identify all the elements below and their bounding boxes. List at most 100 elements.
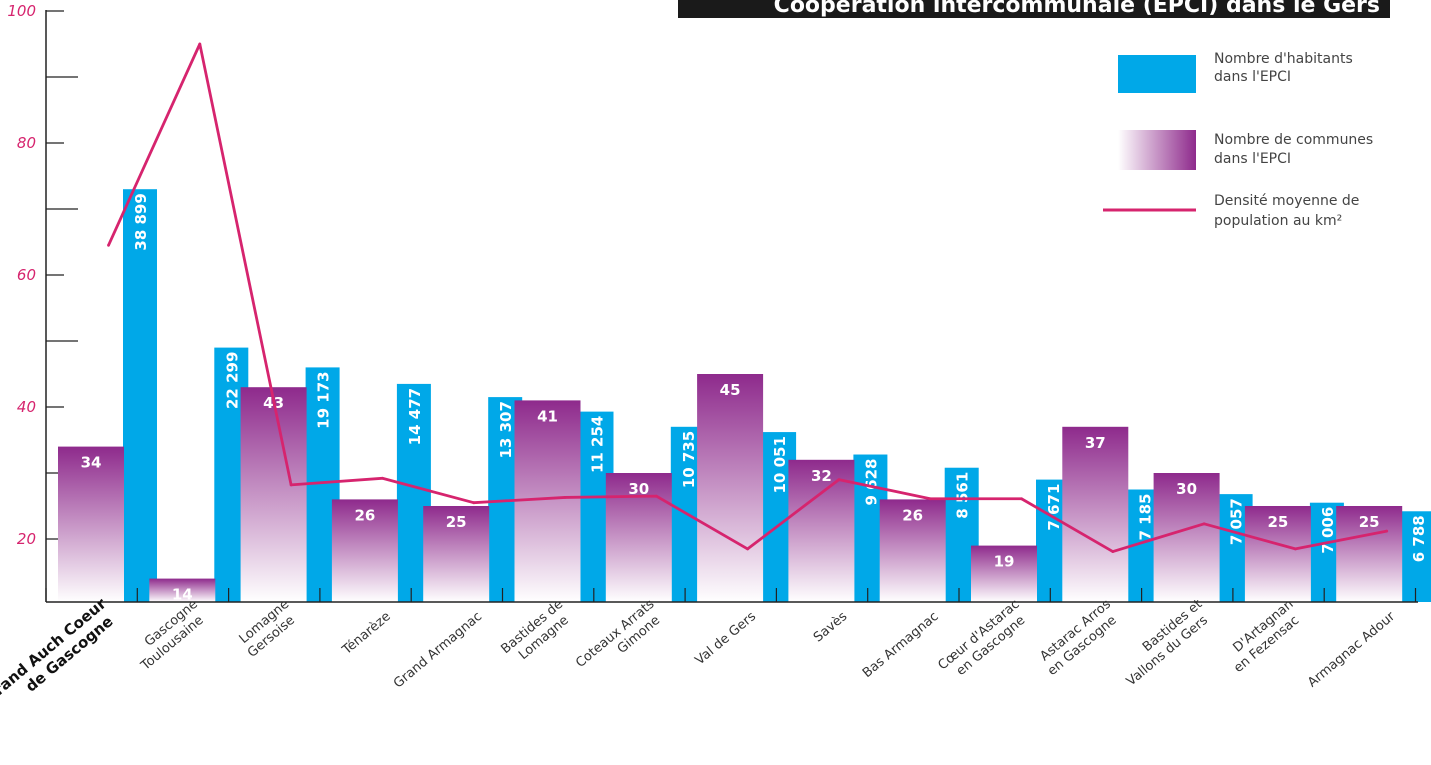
category-label: Ténarèze: [339, 609, 394, 658]
density-point: [1020, 497, 1023, 501]
y-tick-label: 80: [17, 134, 36, 152]
legend-label: Nombre d'habitants: [1214, 51, 1353, 67]
legend-label: dans l'EPCI: [1214, 151, 1291, 167]
y-tick-label: 60: [17, 266, 36, 284]
habitants-value-label: 9 628: [862, 459, 880, 506]
communes-value-label: 37: [1085, 434, 1106, 452]
y-tick-label: 40: [17, 398, 36, 416]
habitants-value-label: 6 788: [1410, 515, 1428, 562]
x-axis: [45, 588, 1418, 603]
density-point: [837, 478, 841, 481]
density-point: [472, 501, 476, 505]
category-label-line: Val de Gers: [692, 609, 759, 668]
bar-communes: [149, 578, 216, 602]
bar-communes: [971, 545, 1037, 602]
habitants-value-label: 10 735: [680, 431, 698, 488]
chart-title: Coopération intercommunale (EPCI) dans l…: [678, 0, 1390, 18]
category-label: Savès: [811, 609, 850, 646]
category-label: Val de Gers: [692, 609, 759, 668]
bar-communes: [1153, 473, 1220, 602]
title-background: [678, 0, 1390, 18]
bar-habitants: [1401, 511, 1431, 602]
habitants-value-label: 7 006: [1319, 507, 1337, 554]
category-label: Grand Armagnac: [391, 609, 485, 691]
habitants-value-label: 22 299: [223, 352, 241, 409]
communes-value-label: 25: [1359, 513, 1380, 531]
title-text: Coopération intercommunale (EPCI) dans l…: [774, 0, 1380, 18]
communes-value-label: 34: [81, 454, 102, 472]
density-point: [1202, 522, 1206, 526]
communes-value-label: 30: [1176, 480, 1197, 498]
bar-communes: [240, 387, 307, 602]
density-point: [1385, 529, 1389, 533]
bar-communes: [697, 374, 764, 602]
category-label-line: Grand Armagnac: [391, 609, 485, 691]
density-point: [746, 547, 749, 551]
density-line-group: [107, 42, 1389, 553]
category-label-line: Bas Armagnac: [860, 609, 942, 681]
category-label: Armagnac Adour: [1305, 609, 1399, 691]
bar-communes: [1062, 426, 1129, 602]
y-tick-label: 20: [17, 530, 36, 548]
bar-communes: [605, 473, 672, 602]
category-label-line: Savès: [811, 609, 850, 646]
communes-value-label: 19: [994, 553, 1015, 571]
bar-communes: [879, 499, 946, 602]
communes-value-label: 14: [172, 586, 193, 604]
density-point: [654, 494, 658, 498]
habitants-value-label: 38 899: [132, 193, 150, 250]
communes-value-label: 30: [628, 480, 649, 498]
communes-value-label: 32: [811, 467, 832, 485]
communes-value-label: 25: [446, 513, 467, 531]
habitants-value-label: 8 561: [954, 472, 972, 519]
legend-label: Densité moyenne de: [1214, 193, 1359, 209]
category-label-line: Ténarèze: [339, 609, 394, 658]
legend-label: population au km²: [1214, 213, 1342, 229]
habitants-value-label: 19 173: [315, 371, 333, 428]
habitants-value-label: 7 057: [1228, 498, 1246, 545]
bar-communes: [1336, 506, 1403, 602]
legend-swatch-habitants: [1118, 55, 1196, 93]
category-label-line: Grand Auch Coeur: [0, 594, 110, 707]
bar-communes: [423, 506, 490, 602]
habitants-value-label: 13 307: [497, 401, 515, 458]
legend-label: Nombre de communes: [1214, 132, 1373, 148]
category-label-line: Armagnac Adour: [1305, 609, 1399, 691]
density-point: [289, 483, 293, 487]
communes-value-label: 45: [720, 381, 741, 399]
communes-value-label: 25: [1267, 513, 1288, 531]
bar-communes: [331, 499, 398, 602]
communes-value-label: 26: [354, 506, 375, 524]
bar-communes: [788, 459, 855, 602]
density-point: [563, 496, 567, 499]
habitants-value-label: 10 051: [771, 436, 789, 493]
bar-communes: [58, 446, 124, 602]
y-tick-label: 100: [7, 2, 36, 20]
density-point: [1111, 550, 1115, 553]
bar-communes: [514, 400, 581, 602]
density-point: [107, 243, 110, 247]
habitants-value-label: 11 254: [589, 416, 607, 473]
legend-swatch-communes: [1118, 130, 1196, 170]
habitants-value-label: 7 185: [1136, 494, 1154, 541]
category-label: Bas Armagnac: [860, 609, 942, 681]
communes-value-label: 41: [537, 407, 558, 425]
density-point: [381, 476, 384, 480]
legend: Nombre d'habitants dans l'EPCI Nombre de c…: [1103, 51, 1373, 229]
legend-label: dans l'EPCI: [1214, 69, 1291, 85]
habitants-value-label: 14 477: [406, 388, 424, 445]
bar-communes: [1244, 506, 1311, 602]
density-point: [198, 42, 202, 46]
habitants-value-label: 7 671: [1045, 484, 1063, 531]
